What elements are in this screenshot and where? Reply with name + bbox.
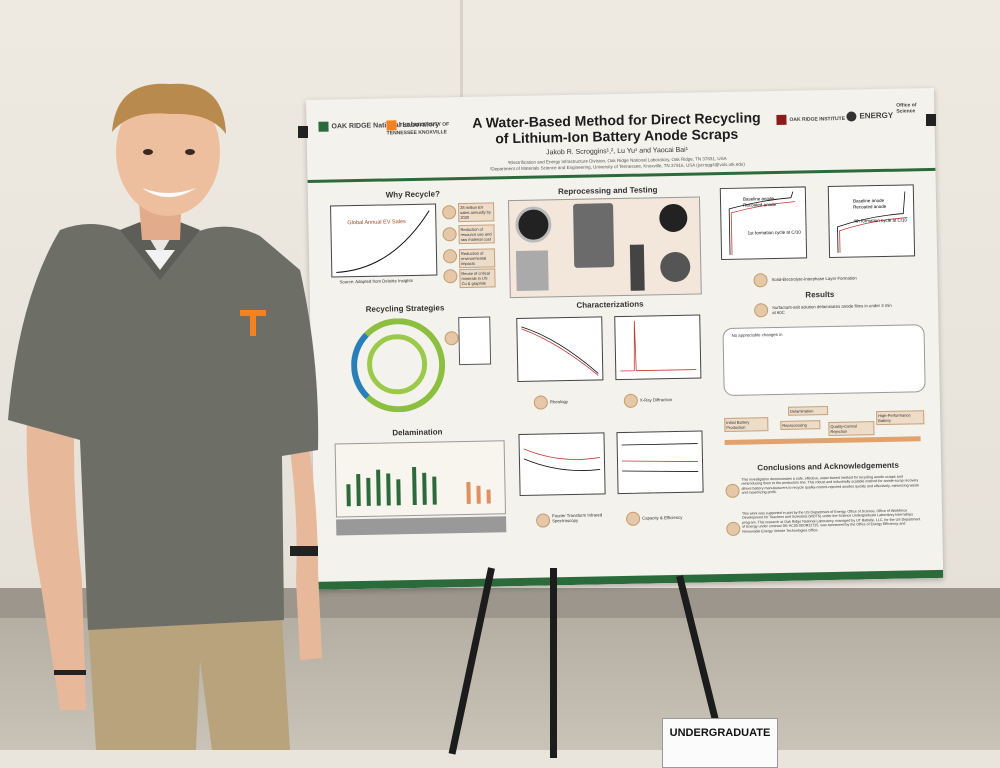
recycle-icon xyxy=(442,249,458,264)
ftir-curve xyxy=(523,448,601,471)
delamination-chart xyxy=(334,440,506,518)
sei-icon xyxy=(753,273,768,288)
assembly-photo xyxy=(629,244,645,291)
chamber-photo xyxy=(515,250,549,291)
binder-clip-left xyxy=(298,126,308,138)
flow-step-1: Initial Battery Production xyxy=(724,417,769,433)
ftir-label: Fourier Transform Infrared Spectroscopy xyxy=(551,512,603,524)
rheology-curve xyxy=(521,326,599,376)
xrd-curve xyxy=(620,320,697,372)
office-of-science-logo: Office of Science xyxy=(896,102,917,115)
delamination-bars xyxy=(346,466,491,507)
poster-title: A Water-Based Method for Direct Recyclin… xyxy=(472,109,761,147)
xrd-plot xyxy=(614,314,702,381)
ev-sales-curve: Global Annual EV Sales xyxy=(336,210,430,273)
acknowledgement-text: This work was supported in part by the U… xyxy=(741,508,921,534)
student-person xyxy=(8,83,322,750)
legend-baseline-4: Baseline anode xyxy=(853,198,885,204)
reprocessing-diagram xyxy=(507,196,702,299)
white-undershirt xyxy=(145,250,175,270)
ftir-icon xyxy=(535,513,551,528)
flow-step-3: Reprocessing xyxy=(780,420,821,430)
research-poster: OAK RIDGE National Laboratory THE UNIVER… xyxy=(306,87,944,590)
no-change-title: No appreciable changes in xyxy=(731,331,783,338)
section-results: Results xyxy=(805,289,835,300)
flow-step-2: Delamination xyxy=(787,406,829,416)
rheology-label: Rheology xyxy=(549,399,569,405)
sei-label: Solid-Electrolyte-Interphase Layer Forma… xyxy=(771,275,857,283)
formation-cycle-1-plot: Baseline anode Recoated anode 1st format… xyxy=(719,186,808,261)
rheology-plot xyxy=(516,316,604,382)
flow-step-5: High-Performance Battery xyxy=(876,410,925,426)
legend-baseline-1: Baseline anode xyxy=(743,196,775,202)
legend-recoated-1: Recoated anode xyxy=(743,202,777,208)
easel-leg-center xyxy=(550,568,557,758)
orise-logo: OAK RIDGE INSTITUTE xyxy=(776,114,845,125)
right-arm xyxy=(280,390,322,660)
section-reprocessing: Reprocessing and Testing xyxy=(558,185,658,197)
direct-recycling-note xyxy=(458,316,492,366)
lightbulb-icon xyxy=(444,331,459,346)
section-recycling-strategies: Recycling Strategies xyxy=(365,303,445,314)
ev-source: Source: Adapted from Deloitte Insights xyxy=(339,277,413,285)
punched-disc xyxy=(659,203,688,233)
khaki-pants xyxy=(88,620,290,750)
why-tag-2: Reduction of resource use and raw materi… xyxy=(458,224,495,245)
handshake-icon xyxy=(725,483,740,499)
capacity-icon xyxy=(625,511,641,526)
ack-icon xyxy=(726,521,741,537)
rheology-icon xyxy=(533,395,548,410)
flow-arrow xyxy=(724,436,921,446)
face xyxy=(116,88,220,216)
right-eye xyxy=(185,149,195,155)
why-tag-3: Reduction of environmental impacts xyxy=(458,248,496,269)
coin-cell xyxy=(659,251,691,283)
why-tag-1: 28 million EV sales annually by 2030 xyxy=(458,202,495,223)
formation-label-4: 4th formation cycle at C/10 xyxy=(853,217,907,223)
formation-curve-1: Baseline anode Recoated anode 1st format… xyxy=(728,191,802,255)
ut-logo: THE UNIVERSITY OF TENNESSEE KNOXVILLE xyxy=(386,120,450,137)
legend-recoated-4: Recoated anode xyxy=(853,204,887,210)
ftir-plot xyxy=(518,432,606,496)
section-why-recycle: Why Recycle? xyxy=(385,189,441,200)
wrist-bracelet xyxy=(54,670,86,675)
undergraduate-sign: UNDERGRADUATE xyxy=(662,718,778,768)
ev-sales-chart: Global Annual EV Sales xyxy=(330,203,438,278)
trend-icon xyxy=(442,205,457,220)
formation-cycle-4-plot: Baseline anode Recoated anode 4th format… xyxy=(827,184,916,258)
slurry-dish xyxy=(515,206,552,243)
formation-label-1: 1st formation cycle at C/10 xyxy=(748,230,802,236)
capacity-plot xyxy=(616,430,704,495)
no-change-box: No appreciable changes in xyxy=(722,324,926,397)
tennessee-t-logo xyxy=(240,310,266,336)
poster-header: OAK RIDGE National Laboratory THE UNIVER… xyxy=(306,87,936,183)
doe-logo: ENERGY xyxy=(846,111,893,122)
wristwatch xyxy=(290,546,318,556)
curly-hair xyxy=(112,83,226,134)
smile xyxy=(142,188,196,197)
mineral-icon xyxy=(443,269,458,284)
sample-photo-strip xyxy=(336,516,507,536)
ev-sales-label: Global Annual EV Sales xyxy=(347,219,406,226)
section-delamination: Delamination xyxy=(392,427,443,438)
capacity-label: Capacity & Efficiency xyxy=(642,514,683,521)
binder-clip-right xyxy=(926,114,936,126)
cost-icon xyxy=(442,227,457,242)
results-text: Surfactant-salt solution delaminates ano… xyxy=(772,302,892,316)
flow-step-4: Quality-Control Rejection xyxy=(828,421,875,437)
coater-device xyxy=(573,203,615,268)
left-eye xyxy=(143,149,153,155)
section-conclusions: Conclusions and Acknowledgements xyxy=(757,460,899,473)
gray-polo-shirt xyxy=(8,223,319,630)
process-flow: Initial Battery Production Delamination … xyxy=(724,404,925,448)
formation-curve-4: Baseline anode Recoated anode 4th format… xyxy=(837,191,907,253)
beaker-icon xyxy=(753,303,769,318)
section-characterizations: Characterizations xyxy=(576,299,644,310)
conclusion-text: This investigation demonstrates a safe, … xyxy=(741,474,919,495)
why-tag-4: Reuse of critical minerals in US Cu & gr… xyxy=(459,268,496,289)
xrd-icon xyxy=(623,393,638,408)
xrd-label: X-Ray Diffraction xyxy=(639,397,673,403)
capacity-curve xyxy=(621,443,699,472)
left-arm xyxy=(26,360,87,710)
